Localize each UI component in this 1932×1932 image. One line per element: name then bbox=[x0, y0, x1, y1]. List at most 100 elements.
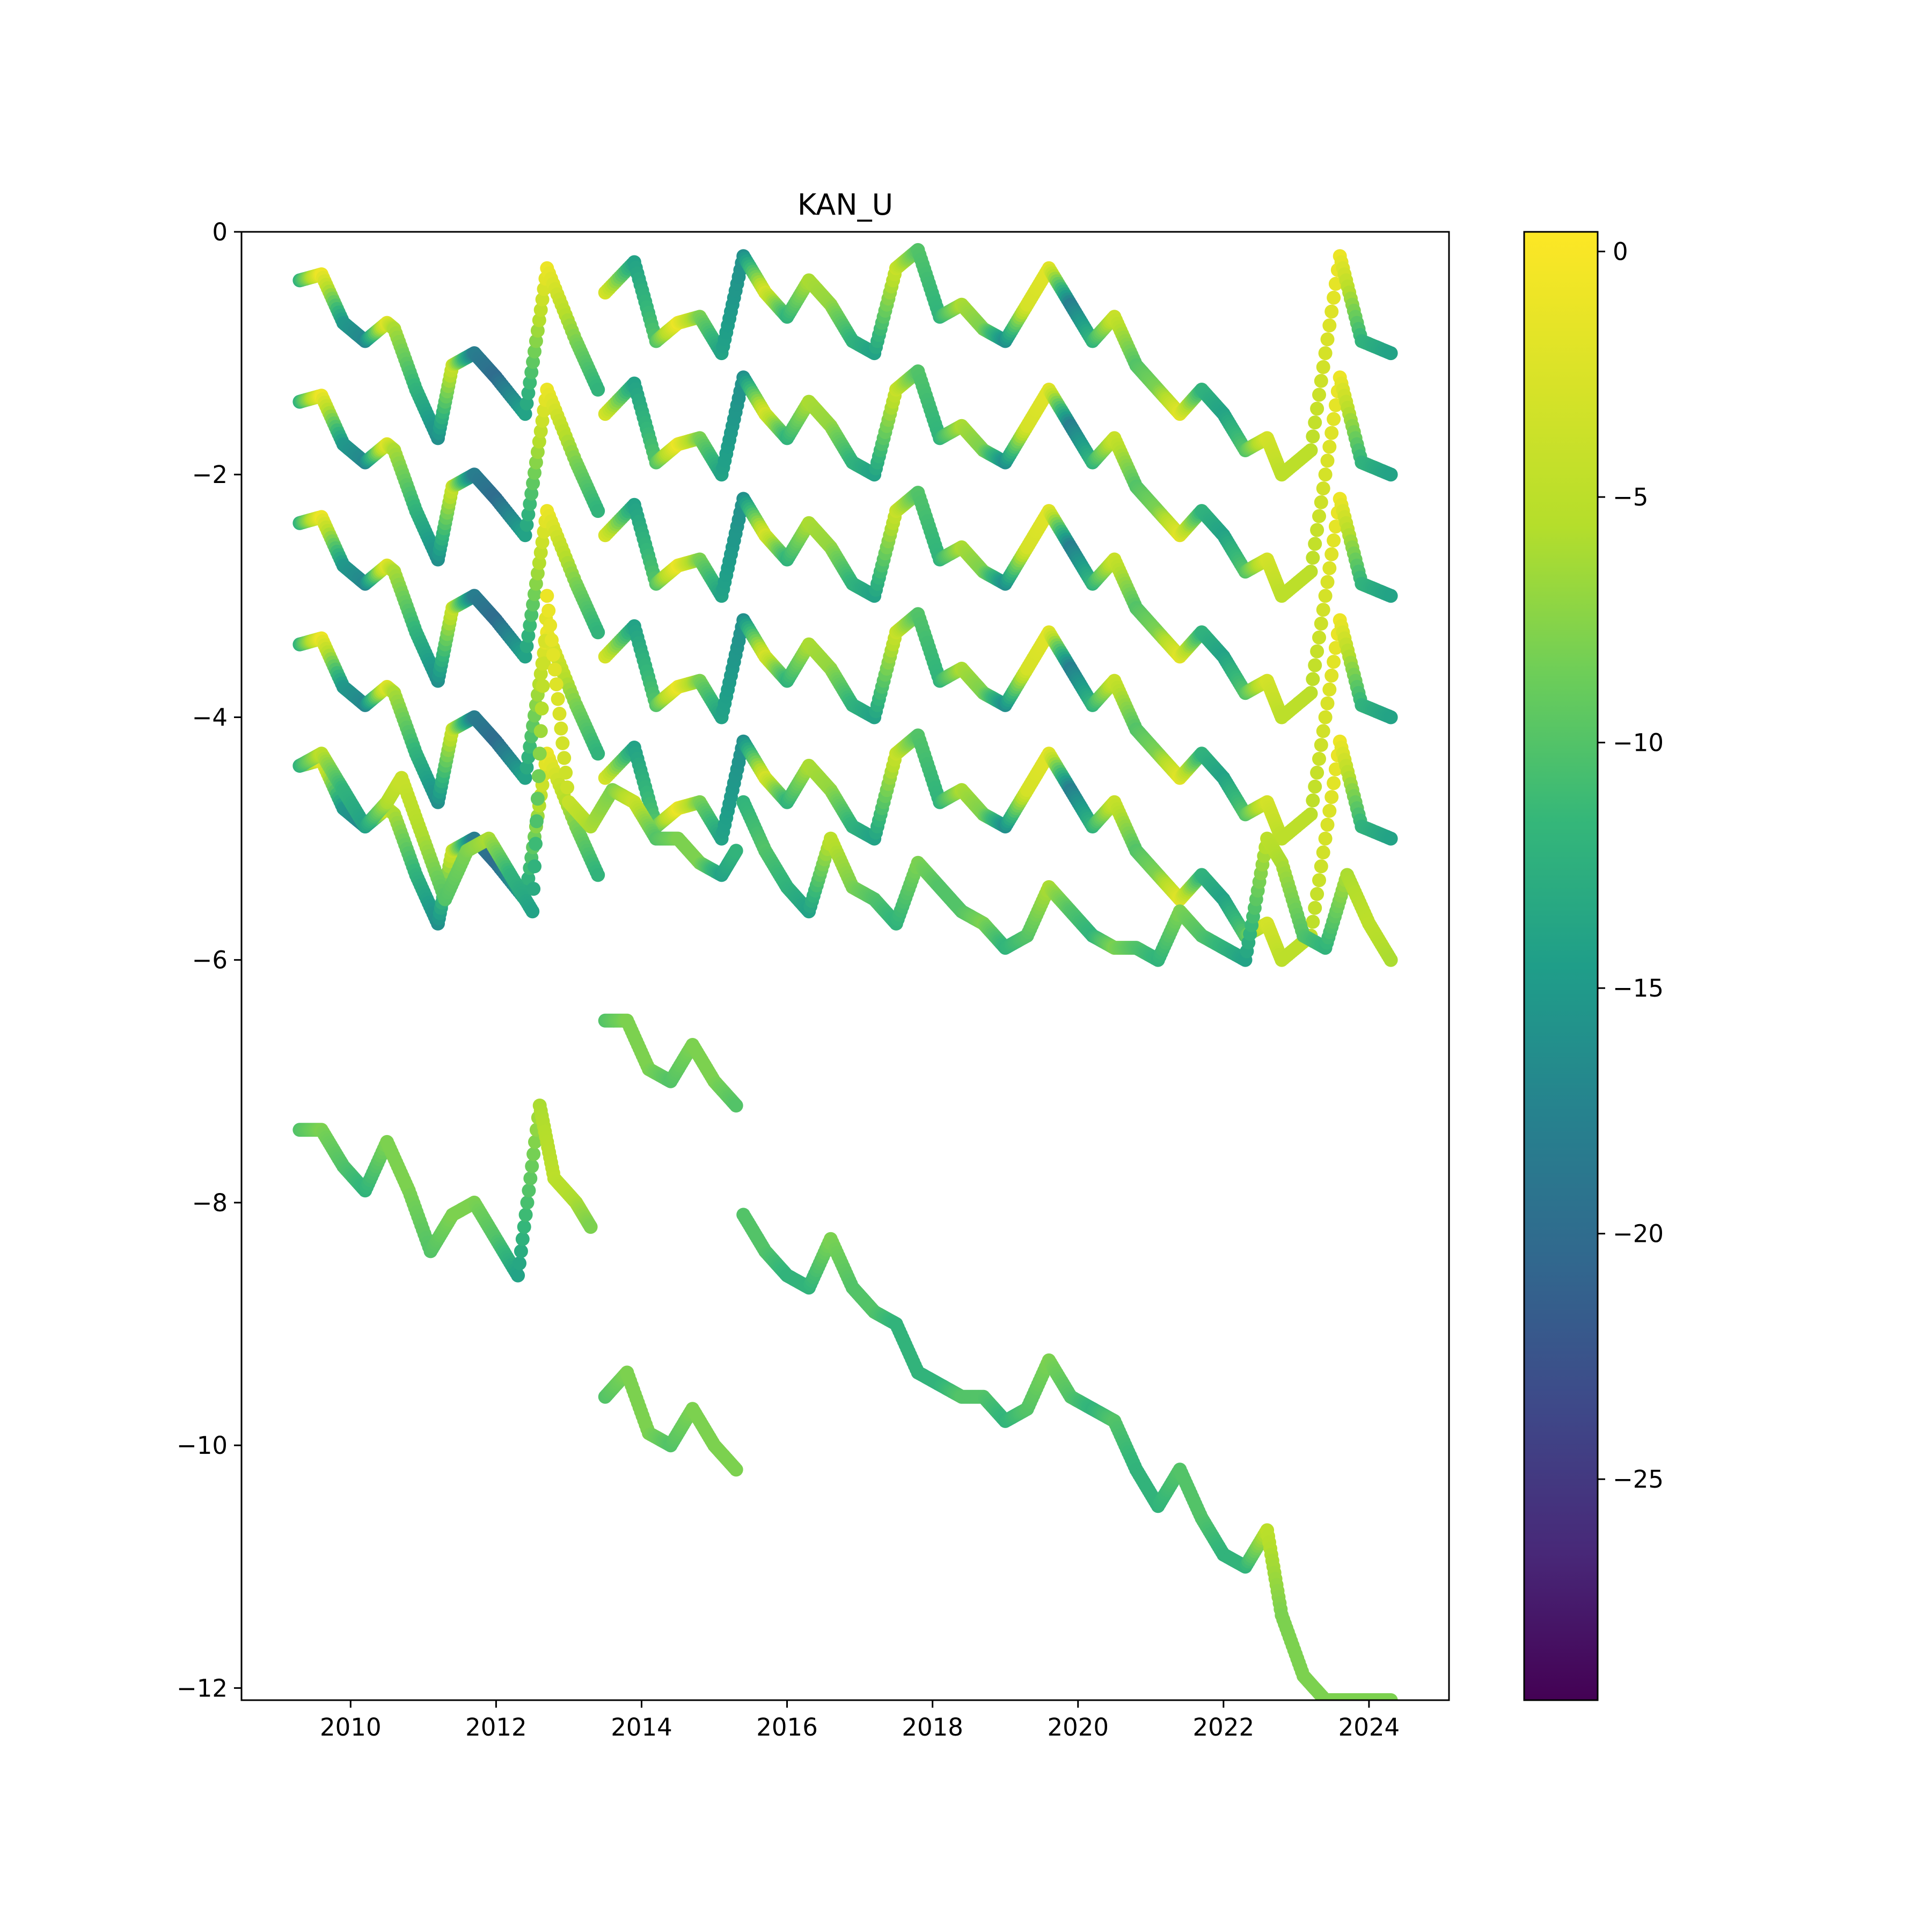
colorbar-tick-label: −15 bbox=[1613, 974, 1664, 1002]
data-point-1441 bbox=[1320, 332, 1335, 347]
data-point-3615 bbox=[551, 692, 565, 706]
data-point-1934 bbox=[1324, 426, 1339, 440]
y-tick-label: −6 bbox=[192, 946, 228, 975]
data-point-4392 bbox=[528, 1135, 542, 1149]
data-point-3408 bbox=[1327, 776, 1341, 791]
data-point-1436 bbox=[1310, 401, 1324, 416]
data-point-160 bbox=[528, 344, 541, 358]
data-point-157 bbox=[523, 376, 537, 390]
data-point-351 bbox=[518, 528, 532, 543]
data-point-357 bbox=[528, 466, 541, 480]
data-point-2909 bbox=[1310, 765, 1324, 780]
data-point-2913 bbox=[1318, 710, 1333, 724]
x-tick-label: 2022 bbox=[1193, 1713, 1255, 1741]
data-point-551 bbox=[523, 618, 537, 633]
y-axis: 0−2−4−6−8−10−12 bbox=[177, 218, 241, 1702]
colorbar-tick-label: −20 bbox=[1613, 1220, 1664, 1248]
data-point-1933 bbox=[1322, 440, 1337, 454]
x-tick-label: 2024 bbox=[1338, 1713, 1400, 1741]
data-point-2418 bbox=[1310, 644, 1324, 658]
data-point-3612 bbox=[546, 648, 560, 662]
data-point-4387 bbox=[520, 1195, 535, 1210]
data-point-2419 bbox=[1312, 630, 1326, 645]
data-point-2914 bbox=[1320, 696, 1335, 711]
data-point-1435 bbox=[1308, 415, 1322, 430]
y-tick-label: 0 bbox=[212, 218, 228, 246]
data-point-4391 bbox=[526, 1147, 541, 1161]
data-point-3617 bbox=[554, 721, 568, 736]
data-point-3407 bbox=[1324, 790, 1339, 804]
data-point-3594 bbox=[525, 904, 540, 919]
data-point-2416 bbox=[1306, 672, 1320, 686]
data-point-362 bbox=[535, 414, 550, 428]
data-point-554 bbox=[528, 587, 541, 602]
data-point-1439 bbox=[1316, 360, 1330, 374]
data-point-557 bbox=[532, 556, 546, 570]
data-point-3620 bbox=[559, 765, 573, 780]
data-point-3405 bbox=[1320, 817, 1335, 832]
data-point-3439 bbox=[1384, 831, 1398, 846]
data-point-361 bbox=[533, 424, 548, 438]
data-point-3597 bbox=[529, 837, 543, 851]
data-point-1475 bbox=[1384, 346, 1398, 361]
data-point-2421 bbox=[1316, 603, 1330, 617]
colorbar bbox=[1523, 231, 1599, 1701]
data-point-1926 bbox=[1308, 537, 1322, 551]
data-point-2911 bbox=[1314, 738, 1328, 752]
data-point-4240 bbox=[729, 1099, 743, 1113]
data-point-2915 bbox=[1322, 682, 1337, 697]
data-point-2948 bbox=[1384, 710, 1398, 724]
data-point-2415 bbox=[1304, 686, 1318, 700]
data-point-3398 bbox=[1306, 914, 1320, 929]
data-point-552 bbox=[524, 608, 539, 622]
data-point-2907 bbox=[1306, 793, 1320, 808]
data-point-1931 bbox=[1318, 467, 1333, 482]
data-point-2912 bbox=[1316, 724, 1330, 738]
data-point-1928 bbox=[1312, 509, 1326, 523]
data-point-3621 bbox=[560, 780, 574, 795]
data-point-355 bbox=[524, 486, 539, 501]
data-point-1433 bbox=[1304, 443, 1318, 457]
data-point-3403 bbox=[1316, 845, 1330, 860]
data-point-3596 bbox=[528, 859, 541, 874]
data-point-1444 bbox=[1327, 290, 1341, 305]
data-point-3614 bbox=[549, 677, 564, 692]
data-point-4155 bbox=[1384, 953, 1398, 967]
data-point-1929 bbox=[1314, 495, 1328, 509]
data-point-2908 bbox=[1308, 779, 1322, 794]
data-point-2424 bbox=[1322, 561, 1337, 575]
data-point-3610 bbox=[543, 618, 558, 633]
data-point-165 bbox=[535, 292, 550, 306]
data-point-553 bbox=[526, 597, 540, 612]
data-point-558 bbox=[533, 545, 548, 560]
colorbar-tick-label: −25 bbox=[1613, 1465, 1664, 1494]
data-point-556 bbox=[530, 566, 545, 581]
data-point-4382 bbox=[513, 1256, 526, 1270]
data-point-3619 bbox=[557, 751, 572, 765]
y-tick-label: −10 bbox=[177, 1431, 228, 1460]
data-point-1935 bbox=[1327, 412, 1341, 426]
data-point-3605 bbox=[537, 656, 551, 671]
data-point-1932 bbox=[1320, 453, 1335, 468]
chart-title: KAN_U bbox=[797, 188, 893, 222]
colorbar-tick-label: −10 bbox=[1613, 729, 1664, 757]
data-point-549 bbox=[519, 639, 534, 653]
data-point-3601 bbox=[532, 747, 547, 761]
data-point-352 bbox=[519, 517, 534, 532]
data-point-3611 bbox=[545, 633, 559, 647]
data-point-4385 bbox=[517, 1220, 531, 1234]
data-point-1930 bbox=[1316, 481, 1330, 496]
data-point-3616 bbox=[552, 707, 567, 721]
colorbar-axis: 0−5−10−15−20−25 bbox=[1598, 238, 1664, 1494]
data-point-1925 bbox=[1306, 551, 1320, 565]
colorbar-tick-label: −5 bbox=[1613, 483, 1648, 511]
data-point-2457 bbox=[1384, 589, 1398, 603]
data-point-1442 bbox=[1322, 318, 1337, 333]
data-point-4389 bbox=[523, 1171, 538, 1185]
data-point-3399 bbox=[1308, 901, 1322, 915]
data-point-1434 bbox=[1306, 429, 1320, 444]
data-point-555 bbox=[529, 576, 543, 591]
data-point-1440 bbox=[1318, 346, 1333, 361]
data-point-164 bbox=[533, 303, 548, 317]
